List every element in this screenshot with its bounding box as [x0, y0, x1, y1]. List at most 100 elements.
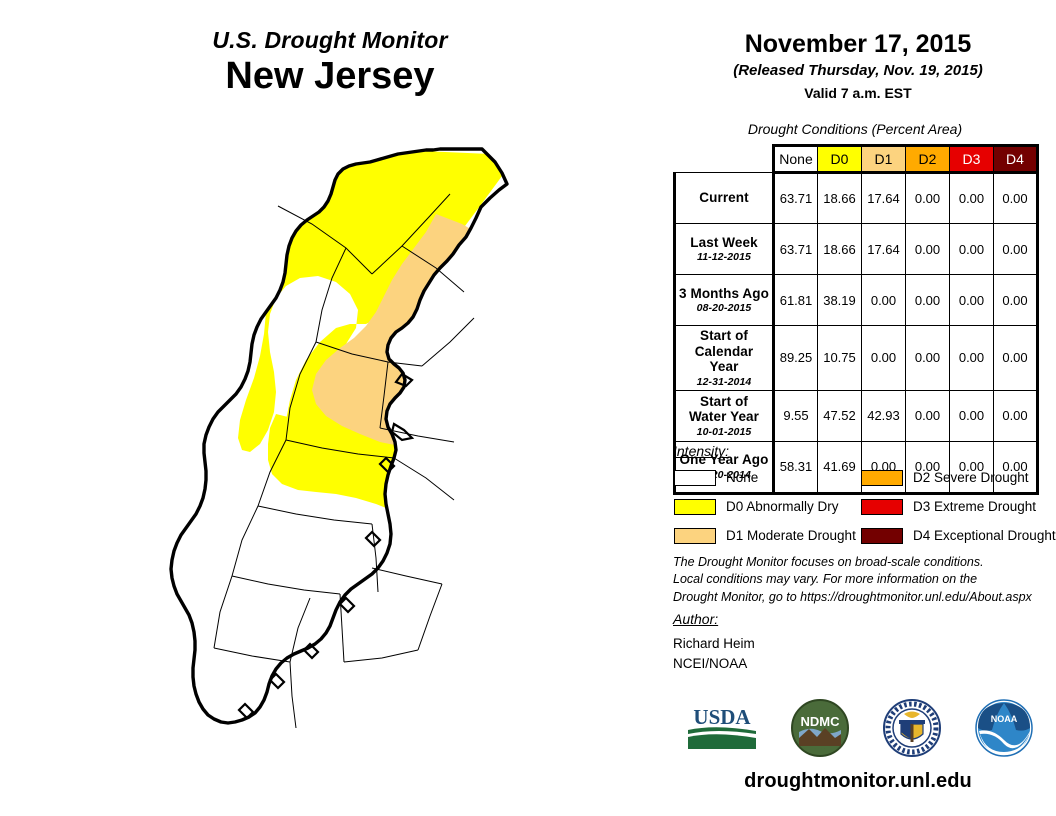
column-header-d3: D3	[949, 144, 994, 174]
row-name: Start of Water Year	[688, 393, 760, 425]
row-name: 3 Months Ago	[679, 285, 769, 301]
cell-d2: 0.00	[905, 389, 950, 442]
noaa-logo[interactable]: NOAA	[974, 698, 1034, 758]
usda-logo-text: USDA	[693, 705, 751, 729]
legend-label-d3: D3 Extreme Drought	[913, 499, 1037, 514]
site-url[interactable]: droughtmonitor.unl.edu	[744, 770, 972, 792]
disclaimer-line-1: The Drought Monitor focuses on broad-sca…	[673, 555, 984, 569]
legend-label-none: None	[726, 470, 759, 485]
cell-d3: 0.00	[949, 325, 994, 391]
row-name: Start of Calendar Year	[694, 328, 754, 375]
cell-d1: 17.64	[861, 172, 906, 224]
header-blank	[675, 146, 774, 173]
column-header-d0: D0	[817, 144, 862, 174]
cell-d1: 17.64	[861, 223, 906, 275]
cell-d2: 0.00	[905, 223, 950, 275]
legend-label-d4: D4 Exceptional Drought	[913, 528, 1056, 543]
row-label: Current	[673, 172, 775, 224]
cell-d1: 0.00	[861, 325, 906, 391]
table-row: Current 63.71 18.66 17.64 0.00 0.00 0.00	[673, 172, 1039, 224]
cell-d4: 0.00	[993, 389, 1039, 442]
cell-d3: 0.00	[949, 172, 994, 224]
row-name: One Year Ago	[679, 452, 769, 468]
cell-none: 58.31	[773, 440, 818, 495]
table-row: Last Week 11-12-2015 63.71 18.66 17.64 0…	[673, 223, 1039, 275]
info-panel: November 17, 2015 (Released Thursday, No…	[660, 0, 1056, 816]
row-name: Current	[699, 189, 749, 205]
cell-d4: 0.00	[993, 440, 1039, 495]
cell-d2: 0.00	[905, 440, 950, 495]
cell-d0: 10.75	[817, 325, 862, 391]
valid-time: Valid 7 a.m. EST	[804, 85, 912, 102]
logo-row: USDA NDMC	[670, 692, 1050, 764]
row-label: Start of Calendar Year 12-31-2014	[673, 325, 775, 391]
table-row: Start of Water Year 10-01-2015 9.55 47.52…	[673, 389, 1039, 442]
swatch-d4-icon	[861, 527, 903, 544]
row-label: One Year Ago 11-20-2014	[673, 440, 775, 495]
table-caption: Drought Conditions (Percent Area)	[747, 121, 963, 137]
cell-d4: 0.00	[993, 274, 1039, 326]
new-jersey-drought-map[interactable]	[150, 128, 550, 788]
legend-label-d0: D0 Abnormally Dry	[726, 499, 839, 514]
cell-d1: 42.93	[861, 389, 906, 442]
swatch-d0-icon	[674, 498, 716, 515]
ndmc-logo-text: NDMC	[801, 714, 841, 729]
usda-logo[interactable]: USDA	[686, 704, 758, 752]
coastal-detail	[237, 372, 415, 720]
legend-item-d0: D0 Abnormally Dry	[674, 495, 856, 518]
cell-d2: 0.00	[905, 274, 950, 326]
program-title: U.S. Drought Monitor	[212, 27, 448, 53]
table-row: Start of Calendar Year 12-31-2014 89.25 1…	[673, 325, 1039, 391]
cell-d0: 38.19	[817, 274, 862, 326]
cell-d0: 18.66	[817, 172, 862, 224]
swatch-d3-icon	[861, 498, 903, 515]
cell-d0: 47.52	[817, 389, 862, 442]
ndmc-logo[interactable]: NDMC	[790, 698, 850, 758]
legend-item-d1: D1 Moderate Drought	[674, 524, 856, 547]
cell-d2: 0.00	[905, 172, 950, 224]
row-label: Last Week 11-12-2015	[673, 223, 775, 275]
author-title: Author:	[673, 611, 719, 627]
legend-item-d4: D4 Exceptional Drought	[861, 524, 1056, 547]
author-block: Richard Heim NCEI/NOAA	[673, 634, 755, 673]
column-header-d1: D1	[861, 144, 906, 174]
cell-none: 89.25	[773, 325, 818, 391]
cell-none: 63.71	[773, 172, 818, 224]
table-row: One Year Ago 11-20-2014 58.31 41.69 0.00…	[673, 440, 1039, 495]
drought-conditions-table: None D0 D1 D2 D3 D4 Current 63.71 18.66 …	[673, 144, 1039, 495]
row-date: 08-20-2015	[696, 302, 752, 315]
legend-column-right: D2 Severe Drought D3 Extreme Drought D4 …	[861, 466, 1056, 553]
map-panel: U.S. Drought Monitor New Jersey	[150, 27, 550, 788]
disclaimer-line-3: Drought Monitor, go to https://droughtmo…	[673, 589, 1032, 604]
cell-d3: 0.00	[949, 440, 994, 495]
legend-item-none: None	[674, 466, 856, 489]
swatch-d1-icon	[674, 527, 716, 544]
cell-none: 61.81	[773, 274, 818, 326]
row-label: 3 Months Ago 08-20-2015	[673, 274, 775, 326]
table-row: 3 Months Ago 08-20-2015 61.81 38.19 0.00…	[673, 274, 1039, 326]
cell-d2: 0.00	[905, 325, 950, 391]
disclaimer-text: The Drought Monitor focuses on broad-sca…	[673, 554, 1053, 606]
cell-none: 63.71	[773, 223, 818, 275]
legend-item-d3: D3 Extreme Drought	[861, 495, 1056, 518]
column-header-none: None	[772, 144, 818, 174]
usdc-seal[interactable]	[882, 698, 942, 758]
row-date: 10-01-2015	[696, 425, 752, 438]
column-header-d2: D2	[905, 144, 950, 174]
noaa-logo-text: NOAA	[991, 714, 1018, 724]
legend-item-d2: D2 Severe Drought	[861, 466, 1056, 489]
column-header-d4: D4	[993, 144, 1039, 174]
date-block: November 17, 2015 (Released Thursday, No…	[660, 30, 1056, 102]
cell-d4: 0.00	[993, 325, 1039, 391]
swatch-d2-icon	[861, 469, 903, 486]
swatch-none-icon	[674, 469, 716, 486]
cell-d4: 0.00	[993, 223, 1039, 275]
region-d0-coastal	[376, 428, 482, 538]
cell-d4: 0.00	[993, 172, 1039, 224]
author-affiliation: NCEI/NOAA	[673, 655, 748, 671]
legend-label-d1: D1 Moderate Drought	[726, 528, 856, 543]
legend-column-left: None D0 Abnormally Dry D1 Moderate Droug…	[674, 466, 856, 553]
map-svg	[169, 147, 509, 729]
row-date: 12-31-2014	[696, 375, 752, 388]
row-date: 11-12-2015	[697, 251, 751, 264]
